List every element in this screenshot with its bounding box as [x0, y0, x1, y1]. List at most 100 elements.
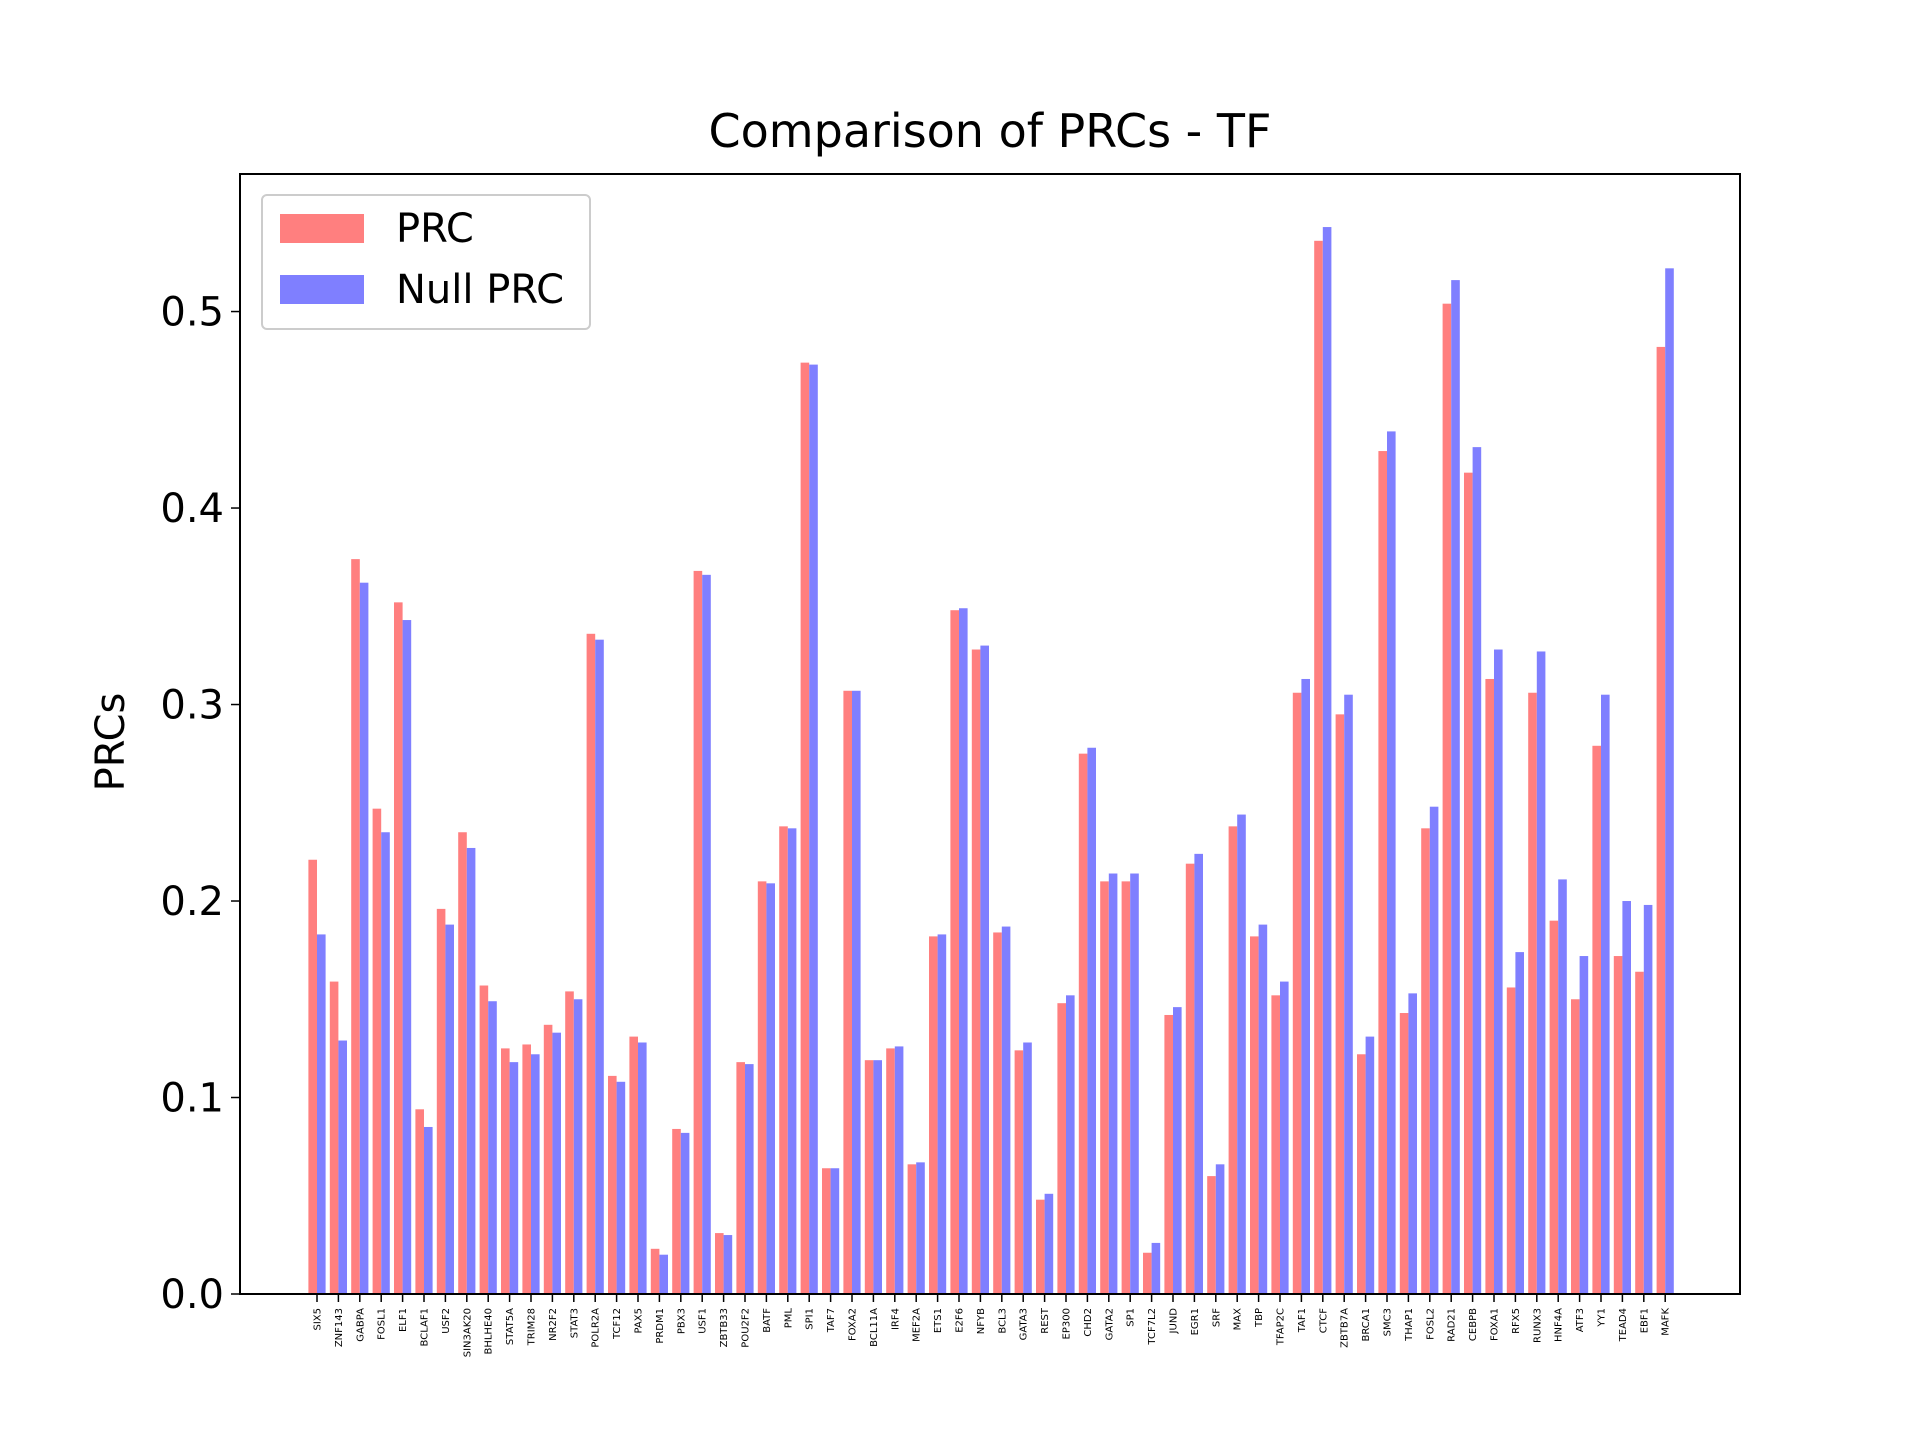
y-axis-label: PRCs: [88, 693, 134, 792]
bar-prc-usf2: [436, 908, 446, 1294]
x-tick-label: TCF12: [612, 1308, 623, 1340]
x-tick-label: STAT3: [569, 1308, 580, 1338]
bar-prc-six5: [308, 859, 317, 1294]
bar-prc-fosl2: [1421, 828, 1430, 1294]
x-tick-label: CHD2: [1083, 1308, 1094, 1337]
bar-null-prc-zbtb33: [723, 1235, 733, 1294]
x-tick-label: ELF1: [398, 1308, 409, 1332]
x-tick-label: PRDM1: [655, 1308, 666, 1344]
x-tick-label: PAX5: [634, 1308, 645, 1333]
x-tick-label: MAX: [1233, 1308, 1244, 1330]
bar-null-prc-bcl11a: [873, 1060, 882, 1294]
bar-null-prc-fosl1: [381, 832, 390, 1294]
bar-null-prc-polr2a: [595, 639, 604, 1294]
bar-null-prc-e2f6: [959, 608, 968, 1294]
bar-prc-yy1: [1592, 745, 1601, 1294]
bar-prc-rfx5: [1506, 987, 1516, 1294]
legend-label-prc: PRC: [396, 206, 474, 252]
bar-prc-mef2a: [907, 1164, 917, 1294]
bar-prc-pml: [779, 826, 788, 1294]
x-tick-label: FOSL1: [377, 1308, 388, 1340]
chart-title: Comparison of PRCs - TF: [709, 104, 1272, 158]
bar-null-prc-six5: [317, 934, 326, 1294]
bar-prc-gabpa: [351, 559, 360, 1294]
bar-null-prc-foxa2: [852, 690, 861, 1294]
x-tick-label: POLR2A: [591, 1308, 602, 1348]
bar-null-prc-rad21: [1451, 280, 1460, 1294]
bar-prc-gata2: [1100, 881, 1109, 1294]
bar-prc-atf3: [1571, 999, 1580, 1294]
bar-prc-irf4: [886, 1048, 895, 1294]
bar-prc-e2f6: [950, 610, 959, 1294]
bar-null-prc-rfx5: [1515, 952, 1524, 1294]
bar-prc-sp1: [1121, 881, 1131, 1294]
x-tick-label: EP300: [1062, 1308, 1073, 1339]
bar-null-prc-rest: [1044, 1193, 1054, 1294]
bar-prc-nfyb: [971, 649, 981, 1294]
bar-null-prc-taf7: [830, 1168, 840, 1294]
bar-null-prc-atf3: [1579, 956, 1589, 1294]
plot-frame: [239, 173, 1741, 1295]
bar-null-prc-srf: [1215, 1164, 1225, 1294]
bar-prc-bhlhe40: [479, 985, 489, 1294]
bar-null-prc-gata3: [1023, 1042, 1032, 1294]
bar-prc-mafk: [1656, 346, 1666, 1294]
x-tick-label: EGR1: [1190, 1308, 1201, 1335]
x-tick-label: ZBTB33: [719, 1308, 730, 1347]
bar-null-prc-elf1: [402, 620, 412, 1294]
x-tick-label: TEAD4: [1618, 1308, 1629, 1342]
legend-swatch-null-prc: [280, 275, 364, 304]
x-tick-label: THAP1: [1404, 1308, 1415, 1342]
bar-null-prc-smc3: [1387, 431, 1396, 1294]
bar-null-prc-pml: [787, 828, 797, 1294]
x-tick-label: ETS1: [933, 1308, 944, 1333]
bar-null-prc-cebpb: [1472, 447, 1482, 1294]
bar-null-prc-runx3: [1536, 651, 1546, 1294]
x-tick-label: POU2F2: [741, 1308, 752, 1348]
x-tick-label: TAF7: [826, 1308, 837, 1333]
x-tick-label: BCL3: [997, 1308, 1008, 1334]
x-tick-label: REST: [1040, 1307, 1051, 1334]
bar-null-prc-znf143: [338, 1040, 347, 1294]
x-tick-label: GABPA: [355, 1308, 366, 1342]
bar-null-prc-pbx3: [680, 1132, 690, 1294]
bars-group: [308, 227, 1674, 1295]
bar-null-prc-brca1: [1365, 1036, 1375, 1294]
y-tick-label: 0.0: [160, 1272, 224, 1318]
bar-prc-foxa2: [843, 690, 852, 1294]
bar-prc-taf1: [1292, 692, 1302, 1294]
bar-null-prc-nr2f2: [552, 1032, 561, 1294]
bar-null-prc-batf: [766, 883, 775, 1294]
bar-null-prc-ets1: [937, 934, 947, 1294]
bar-null-prc-prdm1: [659, 1254, 668, 1294]
bar-prc-elf1: [394, 602, 403, 1294]
bar-null-prc-usf1: [702, 574, 711, 1294]
bar-null-prc-max: [1237, 814, 1246, 1294]
bar-null-prc-foxa1: [1494, 649, 1503, 1294]
x-tick-label: TCF7L2: [1147, 1308, 1158, 1346]
x-tick-label: TBP: [1254, 1308, 1265, 1328]
bar-prc-smc3: [1378, 451, 1387, 1294]
bar-null-prc-taf1: [1301, 678, 1310, 1294]
x-tick-label: SIX5: [313, 1308, 324, 1331]
bar-null-prc-ep300: [1066, 995, 1075, 1294]
x-tick-label: USF2: [441, 1308, 452, 1334]
bar-prc-ep300: [1057, 1003, 1066, 1294]
bar-null-prc-egr1: [1194, 853, 1203, 1294]
bar-prc-jund: [1164, 1014, 1173, 1294]
bar-prc-zbtb7a: [1335, 714, 1345, 1294]
bar-prc-chd2: [1078, 753, 1088, 1294]
bar-prc-trim28: [522, 1044, 531, 1294]
bar-prc-ebf1: [1635, 971, 1644, 1294]
bar-null-prc-sp1: [1130, 873, 1139, 1294]
x-tick-label: YY1: [1597, 1308, 1608, 1328]
bar-null-prc-tbp: [1258, 924, 1268, 1294]
bar-prc-tfap2c: [1271, 995, 1280, 1294]
bar-prc-hnf4a: [1549, 920, 1559, 1294]
bar-null-prc-zbtb7a: [1344, 694, 1353, 1294]
bar-prc-pax5: [629, 1036, 638, 1294]
bar-prc-stat3: [565, 991, 574, 1294]
bar-null-prc-tcf12: [616, 1081, 626, 1294]
x-tick-label: NR2F2: [548, 1308, 559, 1341]
x-tick-label: PBX3: [676, 1308, 687, 1334]
